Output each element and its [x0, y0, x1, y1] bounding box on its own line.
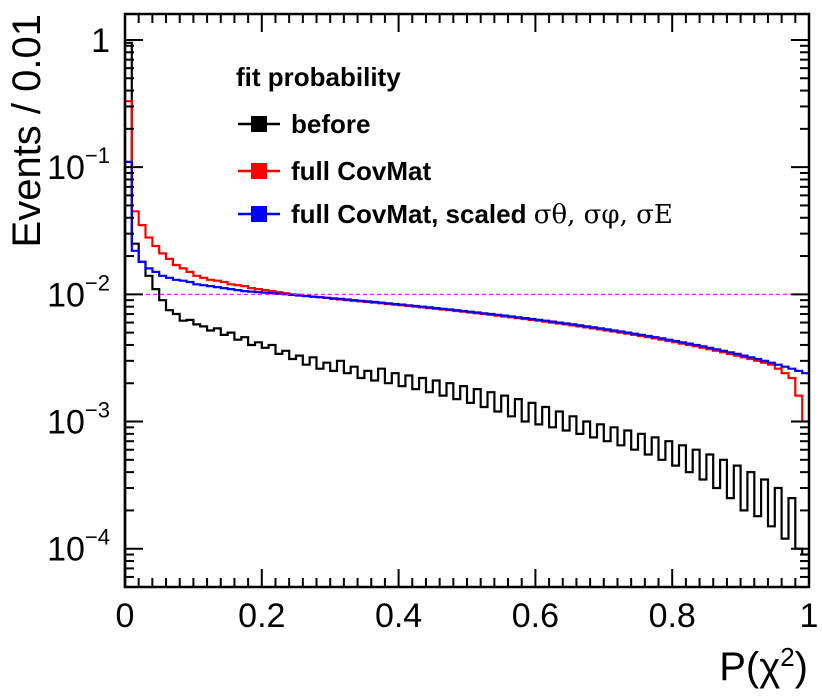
legend-title: fit probability: [236, 62, 401, 92]
x-tick-label: 0.6: [512, 597, 559, 635]
x-axis-title-superscript: 2: [780, 642, 794, 672]
legend-label-scaled-text: full CovMat, scaled: [291, 199, 534, 229]
legend-label-full-covmat: full CovMat: [291, 156, 431, 186]
y-tick-label-exponent: −4: [85, 525, 110, 550]
x-tick-label: 0.8: [649, 597, 696, 635]
x-axis-title: P(χ2): [719, 642, 808, 689]
legend-label-scaled-greek: σθ, σφ, σE: [534, 200, 673, 230]
y-tick-label: 10−3: [47, 398, 110, 442]
y-tick-label-exponent: −1: [85, 143, 110, 168]
x-tick-label: 0: [116, 597, 135, 635]
y-tick-label: 1: [91, 22, 110, 60]
series-line-0: [123, 41, 809, 587]
y-tick-label: 10−4: [47, 525, 110, 569]
y-tick-label-base: 10: [47, 276, 85, 314]
legend-marker-full-covmat: [251, 163, 267, 179]
y-tick-label: 10−1: [47, 143, 110, 187]
legend-label-scaled: full CovMat, scaled σθ, σφ, σE: [291, 199, 673, 230]
legend-marker-scaled: [251, 206, 267, 222]
series-line-2: [123, 160, 809, 587]
legend: fit probability before full CovMat full …: [236, 62, 673, 230]
x-axis-title-close-paren: ): [795, 645, 808, 689]
y-tick-label-exponent: −2: [85, 270, 110, 295]
y-tick-label-base: 10: [47, 149, 85, 187]
series-layer: [123, 41, 809, 587]
legend-label-before: before: [291, 109, 370, 139]
y-tick-label-base: 10: [47, 404, 85, 442]
x-tick-label: 0.2: [238, 597, 285, 635]
tick-layer: 0 0.2 0.4 0.6 0.8 110−410−310−210−11: [47, 14, 818, 635]
x-tick-label: 1: [800, 597, 819, 635]
y-tick-label-base: 10: [47, 531, 85, 569]
y-axis-title: Events / 0.01: [5, 14, 49, 247]
y-tick-label-exponent: −3: [85, 398, 110, 423]
legend-marker-before: [251, 116, 267, 132]
y-tick-label-base: 1: [91, 22, 110, 60]
y-tick-label: 10−2: [47, 270, 110, 314]
x-tick-label: 0.4: [375, 597, 422, 635]
